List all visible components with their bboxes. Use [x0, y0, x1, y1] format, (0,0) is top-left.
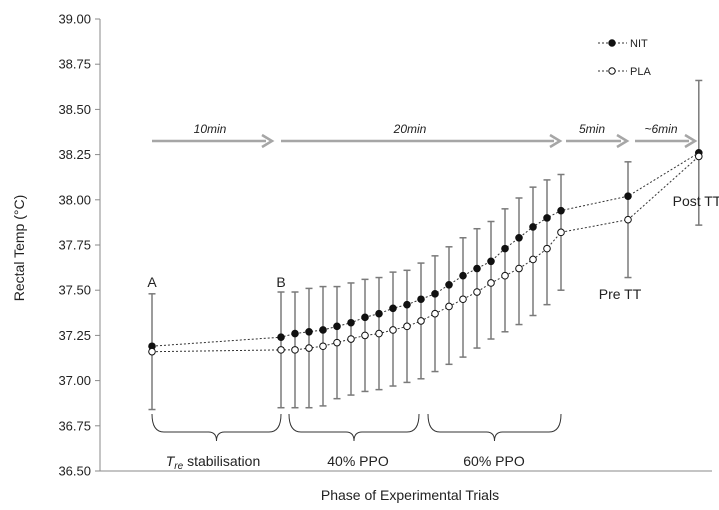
data-point-nit	[515, 233, 523, 242]
data-point-pla	[305, 344, 313, 352]
data-point-nit	[361, 313, 369, 322]
data-point-pla	[501, 271, 509, 280]
y-tick-label: 38.00	[58, 192, 91, 207]
data-point-nit	[403, 300, 411, 309]
data-point-nit	[389, 304, 397, 313]
y-tick-label: 38.25	[58, 147, 91, 162]
data-point-pla	[417, 317, 425, 325]
data-point-nit	[529, 223, 537, 231]
post-tt-label: Post TT	[673, 193, 719, 209]
duration-label: 20min	[393, 122, 427, 136]
duration-label: ~6min	[644, 122, 677, 136]
data-point-nit	[291, 329, 299, 338]
legend-pla-marker	[608, 67, 616, 75]
data-point-pla	[529, 255, 537, 264]
y-tick-label: 38.50	[58, 102, 91, 117]
legend-pla-label: PLA	[630, 66, 651, 78]
data-point-pla	[459, 295, 467, 304]
data-point-pla	[473, 288, 481, 296]
series-points	[148, 148, 703, 356]
duration-arrow-head	[549, 133, 563, 149]
x-axis-label: Phase of Experimental Trials	[321, 487, 499, 503]
phase-stabilisation-label: Tre stabilisation	[166, 453, 261, 472]
stab-t: T	[166, 453, 176, 469]
phase-60ppo-label: 60% PPO	[463, 453, 525, 469]
point-b-label: B	[276, 274, 285, 290]
data-point-nit	[347, 318, 355, 327]
data-point-pla	[624, 215, 632, 224]
y-tick-label: 36.50	[58, 464, 91, 479]
y-tick-label: 39.00	[58, 12, 91, 27]
phase-40ppo-label: 40% PPO	[327, 453, 389, 469]
data-point-pla	[375, 329, 383, 338]
point-a-label: A	[147, 274, 157, 290]
pre-tt-label: Pre TT	[599, 286, 642, 302]
y-tick-label: 36.75	[58, 418, 91, 433]
y-tick-label: 38.75	[58, 57, 91, 72]
data-point-nit	[543, 214, 551, 222]
data-point-pla	[361, 331, 369, 340]
duration-arrow-head	[684, 133, 698, 149]
data-point-pla	[543, 244, 551, 253]
phase-bracket	[288, 413, 420, 442]
data-point-nit	[417, 295, 425, 304]
y-axis-label: Rectal Temp (°C)	[11, 195, 27, 301]
data-point-pla	[695, 152, 703, 161]
data-point-pla	[347, 335, 355, 343]
data-point-nit	[445, 280, 453, 289]
data-point-nit	[501, 244, 509, 253]
duration-label: 5min	[579, 122, 605, 136]
data-point-nit	[431, 290, 439, 298]
series-line-nit	[151, 152, 700, 347]
y-axis: 36.50 36.75 37.00 37.25 37.50 37.75 38.00 38.25…	[58, 12, 712, 479]
data-point-pla	[333, 338, 341, 347]
data-point-pla	[403, 322, 411, 331]
series-lines	[151, 152, 700, 353]
y-tick-label: 37.25	[58, 328, 91, 343]
data-point-nit	[277, 333, 285, 342]
legend-nit-label: NIT	[630, 38, 648, 50]
data-point-nit	[459, 271, 467, 280]
duration-arrows	[152, 133, 698, 149]
data-point-nit	[305, 327, 313, 336]
data-point-nit	[333, 322, 341, 331]
legend-nit-marker	[608, 39, 616, 47]
data-point-pla	[291, 346, 299, 354]
data-point-pla	[515, 264, 523, 273]
duration-label: 10min	[194, 122, 227, 136]
data-point-pla	[277, 346, 285, 354]
data-point-nit	[375, 309, 383, 318]
duration-arrow-head	[616, 133, 630, 149]
phase-bracket	[427, 413, 562, 442]
data-point-pla	[557, 228, 565, 237]
data-point-pla	[389, 326, 397, 334]
data-point-pla	[148, 347, 156, 356]
data-point-nit	[319, 326, 327, 334]
y-tick-label: 37.00	[58, 373, 91, 388]
stab-sub: re	[174, 461, 183, 472]
data-point-pla	[487, 279, 495, 287]
data-point-nit	[473, 264, 481, 273]
data-point-pla	[445, 302, 453, 311]
data-point-nit	[487, 257, 495, 266]
legend: NIT PLA	[598, 38, 651, 78]
series-line-pla	[151, 156, 700, 353]
data-point-pla	[319, 342, 327, 351]
y-tick-label: 37.75	[58, 238, 91, 253]
data-point-nit	[624, 192, 632, 200]
phase-brackets	[151, 413, 562, 442]
data-point-nit	[557, 206, 565, 215]
data-point-pla	[431, 309, 439, 318]
duration-arrow-head	[261, 133, 275, 149]
y-tick-label: 37.50	[58, 283, 91, 298]
phase-bracket	[151, 413, 282, 442]
stab-rest: stabilisation	[183, 453, 260, 469]
